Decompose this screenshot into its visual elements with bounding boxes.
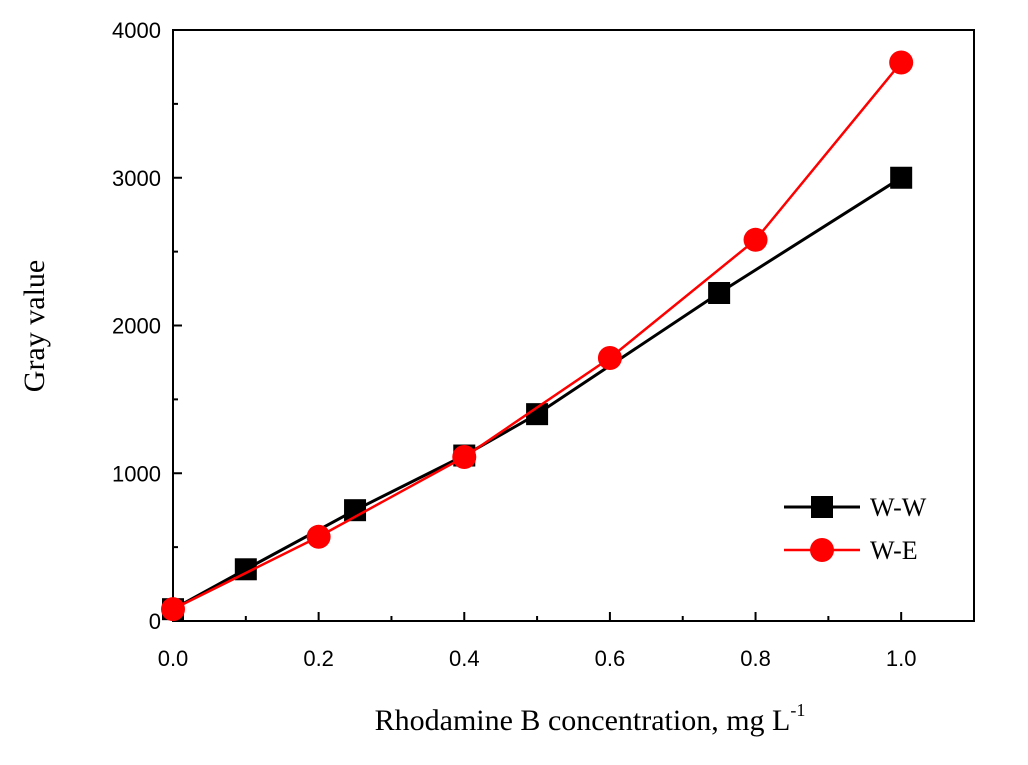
legend-item-w-w: W-W: [784, 493, 927, 522]
data-point: [597, 346, 622, 371]
y-axis-title: Gray value: [18, 260, 51, 392]
series-line: [172, 176, 902, 611]
x-tick-label: 0.0: [158, 646, 189, 671]
series-w-w: [162, 166, 913, 621]
data-point: [452, 444, 477, 469]
y-tick-label: 0: [149, 609, 161, 634]
x-axis-title-text: Rhodamine B concentration, mg L: [375, 704, 791, 737]
legend-marker: [810, 538, 834, 562]
x-tick-label: 0.6: [595, 646, 626, 671]
y-tick-label: 1000: [112, 461, 161, 486]
data-point: [889, 50, 914, 75]
data-point: [344, 499, 367, 522]
legend-label: W-W: [870, 493, 927, 522]
x-tick-label: 0.8: [740, 646, 771, 671]
legend-label: W-E: [870, 536, 918, 565]
series-w-e: [161, 50, 914, 622]
y-tick-label: 3000: [112, 166, 161, 191]
x-tick-label: 0.2: [303, 646, 334, 671]
x-tick-label: 1.0: [886, 646, 917, 671]
data-point: [743, 227, 768, 252]
data-point: [890, 166, 913, 189]
x-tick-label: 0.4: [449, 646, 480, 671]
x-axis-title-superscript: -1: [790, 700, 805, 720]
legend: W-W W-E: [784, 493, 927, 565]
data-point: [306, 524, 331, 549]
legend-item-w-e: W-E: [784, 536, 918, 565]
data-point: [161, 597, 185, 622]
series-layer: [161, 50, 914, 622]
series-line: [172, 61, 903, 611]
y-tick-label: 2000: [112, 314, 161, 339]
data-point: [526, 403, 549, 426]
legend-marker: [811, 496, 833, 518]
y-tick-label: 4000: [112, 18, 161, 43]
x-axis-title: Rhodamine B concentration, mg L-1: [375, 700, 806, 737]
data-point: [708, 281, 731, 304]
axis-tick-labels: 0.0 0.2 0.4 0.6 0.8 1.0 0 1000 2000 3000 4000: [112, 18, 916, 671]
